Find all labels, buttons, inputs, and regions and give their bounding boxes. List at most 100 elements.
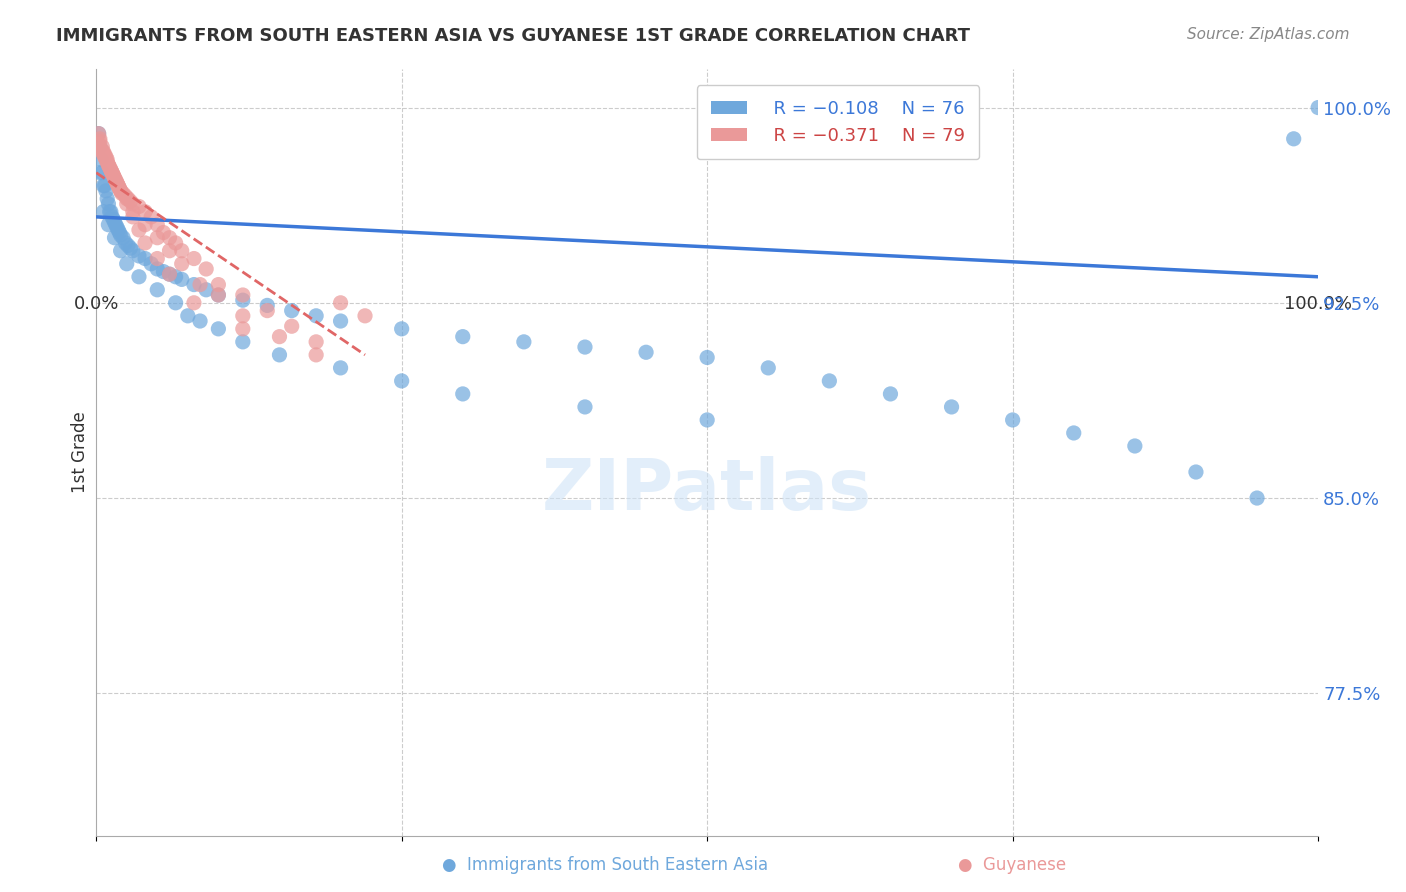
Point bbox=[98, 161, 121, 175]
Point bbox=[159, 267, 181, 281]
Point bbox=[152, 264, 174, 278]
Point bbox=[141, 210, 163, 224]
Point bbox=[107, 178, 129, 193]
Point bbox=[115, 197, 138, 211]
Point bbox=[103, 215, 125, 229]
Point bbox=[89, 135, 111, 149]
Point bbox=[121, 197, 143, 211]
Point bbox=[87, 136, 110, 151]
Point bbox=[114, 235, 136, 250]
Point bbox=[121, 244, 143, 258]
Point bbox=[232, 322, 254, 336]
Point bbox=[108, 181, 131, 195]
Point bbox=[96, 192, 118, 206]
Point bbox=[146, 231, 169, 245]
Point bbox=[232, 293, 254, 308]
Point bbox=[134, 252, 156, 266]
Point bbox=[87, 127, 110, 141]
Point bbox=[146, 218, 169, 232]
Point bbox=[120, 194, 142, 209]
Point bbox=[329, 295, 352, 310]
Point bbox=[94, 153, 117, 167]
Point bbox=[134, 204, 156, 219]
Point bbox=[91, 166, 114, 180]
Point bbox=[89, 139, 111, 153]
Point bbox=[112, 186, 135, 201]
Point bbox=[451, 387, 474, 401]
Point bbox=[108, 181, 131, 195]
Point bbox=[128, 223, 150, 237]
Point bbox=[134, 218, 156, 232]
Point bbox=[115, 192, 138, 206]
Point bbox=[159, 267, 181, 281]
Point bbox=[104, 173, 127, 187]
Point bbox=[93, 145, 115, 159]
Point bbox=[87, 127, 110, 141]
Point bbox=[100, 163, 122, 178]
Point bbox=[103, 231, 125, 245]
Point bbox=[103, 212, 125, 227]
Point bbox=[183, 277, 205, 292]
Point bbox=[108, 226, 131, 240]
Point bbox=[97, 218, 120, 232]
Point bbox=[114, 189, 136, 203]
Point bbox=[159, 231, 181, 245]
Point bbox=[134, 235, 156, 250]
Point bbox=[94, 150, 117, 164]
Point bbox=[170, 244, 193, 258]
Point bbox=[165, 295, 187, 310]
Point bbox=[232, 334, 254, 349]
Point bbox=[232, 309, 254, 323]
Text: ●  Immigrants from South Eastern Asia: ● Immigrants from South Eastern Asia bbox=[441, 856, 768, 874]
Text: Source: ZipAtlas.com: Source: ZipAtlas.com bbox=[1187, 27, 1350, 42]
Point bbox=[101, 210, 124, 224]
Point bbox=[121, 210, 143, 224]
Point bbox=[256, 303, 278, 318]
Point bbox=[91, 145, 114, 159]
Point bbox=[159, 244, 181, 258]
Point bbox=[818, 374, 841, 388]
Point bbox=[120, 241, 142, 255]
Point bbox=[110, 244, 132, 258]
Point bbox=[111, 186, 134, 201]
Point bbox=[170, 272, 193, 286]
Point bbox=[1185, 465, 1208, 479]
Point bbox=[128, 249, 150, 263]
Point bbox=[103, 170, 125, 185]
Point bbox=[101, 166, 124, 180]
Point bbox=[96, 155, 118, 169]
Point bbox=[107, 223, 129, 237]
Point bbox=[89, 166, 111, 180]
Point bbox=[329, 314, 352, 328]
Point bbox=[91, 139, 114, 153]
Point bbox=[280, 303, 302, 318]
Point bbox=[90, 153, 112, 167]
Point bbox=[97, 158, 120, 172]
Point bbox=[110, 184, 132, 198]
Point bbox=[574, 340, 596, 354]
Point bbox=[188, 277, 211, 292]
Point bbox=[141, 257, 163, 271]
Point bbox=[177, 309, 200, 323]
Point bbox=[451, 329, 474, 343]
Point bbox=[152, 226, 174, 240]
Text: ●  Guyanese: ● Guyanese bbox=[959, 856, 1066, 874]
Point bbox=[256, 298, 278, 312]
Y-axis label: 1st Grade: 1st Grade bbox=[72, 411, 89, 493]
Point bbox=[105, 220, 128, 235]
Point bbox=[104, 218, 127, 232]
Legend:   R = −0.108    N = 76,   R = −0.371    N = 79: R = −0.108 N = 76, R = −0.371 N = 79 bbox=[697, 86, 979, 159]
Point bbox=[1063, 425, 1085, 440]
Point bbox=[121, 204, 143, 219]
Point bbox=[1001, 413, 1024, 427]
Point bbox=[696, 351, 718, 365]
Point bbox=[97, 197, 120, 211]
Point bbox=[112, 231, 135, 245]
Point bbox=[1308, 101, 1330, 115]
Point bbox=[146, 262, 169, 277]
Point bbox=[232, 288, 254, 302]
Point bbox=[195, 262, 218, 277]
Point bbox=[329, 360, 352, 375]
Point bbox=[89, 132, 111, 146]
Point bbox=[93, 178, 115, 193]
